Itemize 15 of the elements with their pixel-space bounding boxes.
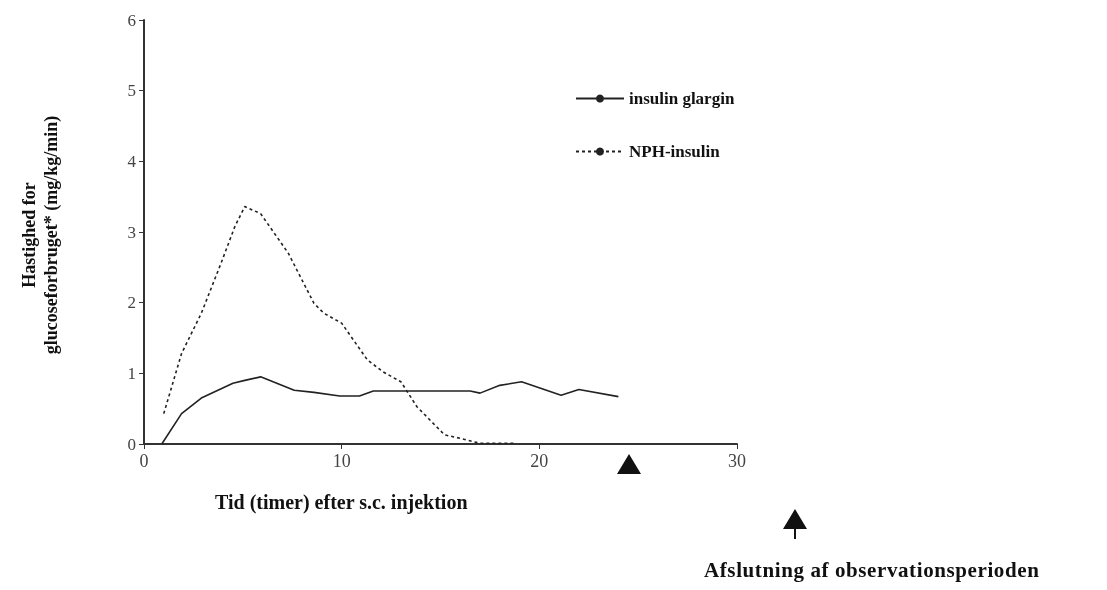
x-tick-label: 30 bbox=[728, 451, 746, 471]
y-tick-label: 3 bbox=[127, 222, 136, 242]
y-tick-label: 0 bbox=[127, 434, 136, 454]
y-tick-label: 5 bbox=[127, 81, 136, 101]
x-tick-label: 10 bbox=[332, 451, 351, 471]
y-axis-title: Hastighed for glucoseforbruget* (mg/kg/min) bbox=[18, 115, 62, 355]
legend-label: insulin glargin bbox=[629, 89, 735, 108]
y-tick-label: 2 bbox=[127, 293, 136, 313]
x-tick-label: 20 bbox=[530, 451, 549, 471]
legend-label: NPH-insulin bbox=[629, 142, 721, 161]
text: Afslutning af observationsperioden bbox=[704, 558, 1040, 583]
y-tick-label: 4 bbox=[127, 151, 137, 171]
y-tick-label: 1 bbox=[127, 363, 136, 383]
x-axis-title: Tid (timer) efter s.c. injektion bbox=[215, 491, 468, 514]
y-tick-label: 6 bbox=[127, 10, 136, 30]
